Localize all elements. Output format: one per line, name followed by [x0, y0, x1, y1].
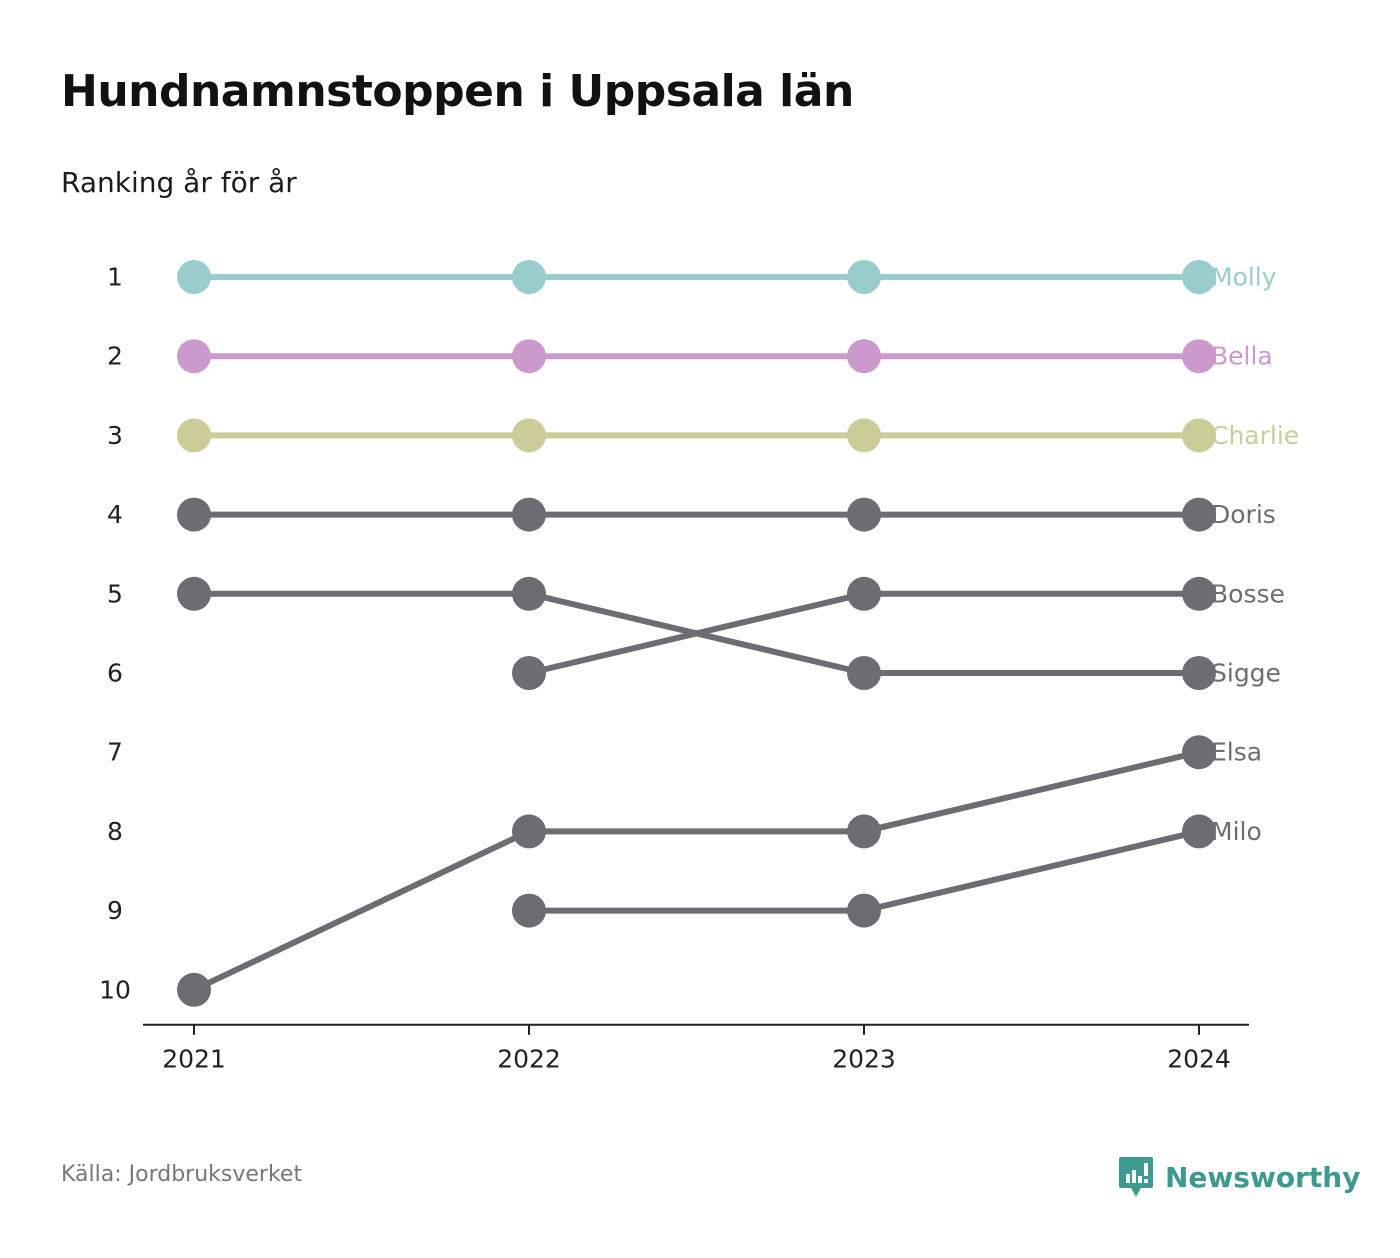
series-end-labels: Doris Bosse Sigge Elsa Milo Molly Bella Charlie: [1211, 263, 1299, 846]
y-tick-label-8: 8: [107, 817, 123, 846]
series-label-molly: Molly: [1211, 263, 1277, 292]
source-note: Källa: Jordbruksverket: [61, 1162, 303, 1187]
point-charlie-2021: [177, 418, 211, 453]
y-tick-label-6: 6: [107, 659, 123, 688]
point-doris-2023: [847, 497, 881, 532]
point-elsa-2022: [512, 814, 546, 849]
series-line-elsa: [191, 749, 1202, 993]
series-label-charlie: Charlie: [1211, 421, 1299, 450]
series-line-sigge: [191, 590, 1202, 676]
point-doris-2024: [1182, 497, 1216, 532]
x-tick-label-2021: 2021: [162, 1044, 226, 1073]
point-molly-2021: [177, 260, 211, 294]
newsworthy-logo-icon: [1119, 1157, 1153, 1197]
y-tick-label-1: 1: [107, 263, 123, 292]
point-molly-2024: [1182, 260, 1216, 294]
series-label-bosse: Bosse: [1211, 579, 1285, 608]
y-tick-label-9: 9: [107, 896, 123, 925]
point-charlie-2024: [1182, 418, 1216, 453]
point-milo-2022: [512, 893, 546, 928]
point-elsa-2021: [177, 972, 211, 1007]
y-axis-ticks: 1 2 3 4 5 6 7 8 9 10: [99, 263, 131, 1005]
x-tick-label-2024: 2024: [1167, 1044, 1231, 1073]
series-label-elsa: Elsa: [1211, 738, 1262, 767]
point-bella-2024: [1182, 339, 1216, 374]
series-label-bella: Bella: [1211, 342, 1273, 371]
series-lines: [191, 274, 1202, 993]
x-tick-label-2022: 2022: [497, 1044, 561, 1073]
brand-name: Newsworthy: [1165, 1160, 1361, 1194]
point-bella-2021: [177, 339, 211, 374]
point-bella-2023: [847, 339, 881, 374]
point-doris-2021: [177, 497, 211, 532]
point-elsa-2023: [847, 814, 881, 849]
point-sigge-2023: [847, 656, 881, 690]
point-bosse-2022: [512, 656, 546, 690]
y-tick-label-10: 10: [99, 975, 131, 1004]
y-tick-label-2: 2: [107, 342, 123, 371]
point-doris-2022: [512, 497, 546, 532]
x-tick-label-2023: 2023: [832, 1044, 896, 1073]
point-sigge-2022: [512, 576, 546, 611]
point-milo-2024: [1182, 814, 1216, 849]
series-label-milo: Milo: [1211, 817, 1262, 846]
point-charlie-2022: [512, 418, 546, 453]
series-label-doris: Doris: [1211, 500, 1276, 529]
point-bosse-2023: [847, 576, 881, 611]
point-milo-2023: [847, 893, 881, 928]
point-elsa-2024: [1182, 735, 1216, 770]
point-molly-2022: [512, 260, 546, 294]
point-sigge-2021: [177, 576, 211, 611]
series-points: [177, 260, 1216, 1007]
chart-subtitle: Ranking år för år: [61, 166, 297, 199]
point-bosse-2024: [1182, 576, 1216, 611]
y-tick-label-3: 3: [107, 421, 123, 450]
series-label-sigge: Sigge: [1211, 659, 1281, 688]
y-tick-label-7: 7: [107, 738, 123, 767]
y-tick-label-5: 5: [107, 579, 123, 608]
point-charlie-2023: [847, 418, 881, 453]
y-tick-label-4: 4: [107, 500, 123, 529]
chart-title: Hundnamnstoppen i Uppsala län: [61, 66, 854, 117]
x-axis: 2021 2022 2023 2024: [143, 1023, 1249, 1073]
brand-logo: Newsworthy: [1119, 1154, 1360, 1200]
point-molly-2023: [847, 260, 881, 294]
point-sigge-2024: [1182, 656, 1216, 690]
point-bella-2022: [512, 339, 546, 374]
